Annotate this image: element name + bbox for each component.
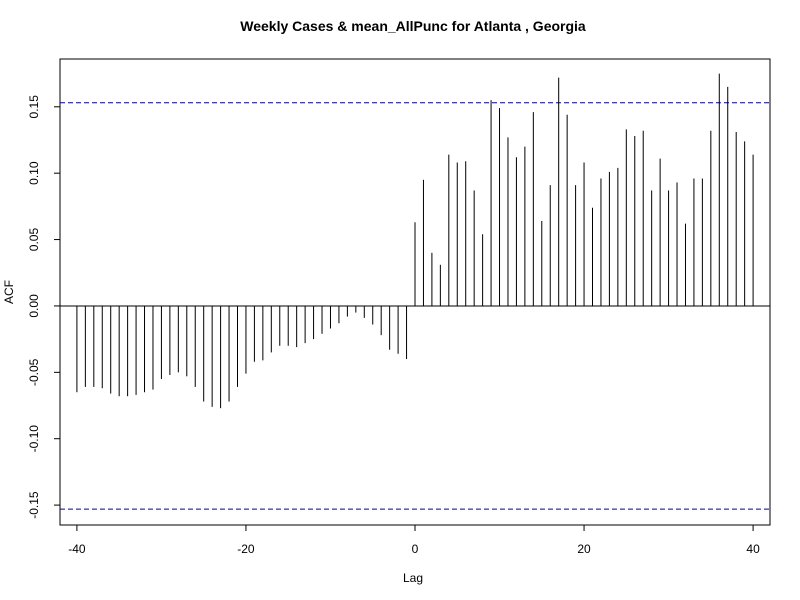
y-axis-label: ACF — [2, 280, 16, 304]
x-tick-label: 0 — [412, 542, 419, 556]
y-tick-label: 0.10 — [27, 161, 41, 185]
x-tick-label: -40 — [68, 542, 86, 556]
x-tick-label: -20 — [237, 542, 255, 556]
x-axis-label: Lag — [403, 571, 423, 585]
acf-bars — [76, 73, 754, 409]
y-tick-label: -0.15 — [27, 491, 41, 519]
y-tick-label: -0.10 — [27, 425, 41, 453]
y-axis: -0.15 -0.10 -0.05 0.00 0.05 0.10 0.15 — [27, 95, 61, 519]
chart-title: Weekly Cases & mean_AllPunc for Atlanta … — [240, 18, 586, 34]
y-tick-label: -0.05 — [27, 358, 41, 386]
x-axis: -40 -20 0 20 40 — [68, 524, 760, 556]
y-tick-label: 0.00 — [27, 294, 41, 318]
x-tick-label: 40 — [746, 542, 760, 556]
x-tick-label: 20 — [577, 542, 591, 556]
y-tick-label: 0.05 — [27, 228, 41, 252]
y-tick-label: 0.15 — [27, 95, 41, 119]
